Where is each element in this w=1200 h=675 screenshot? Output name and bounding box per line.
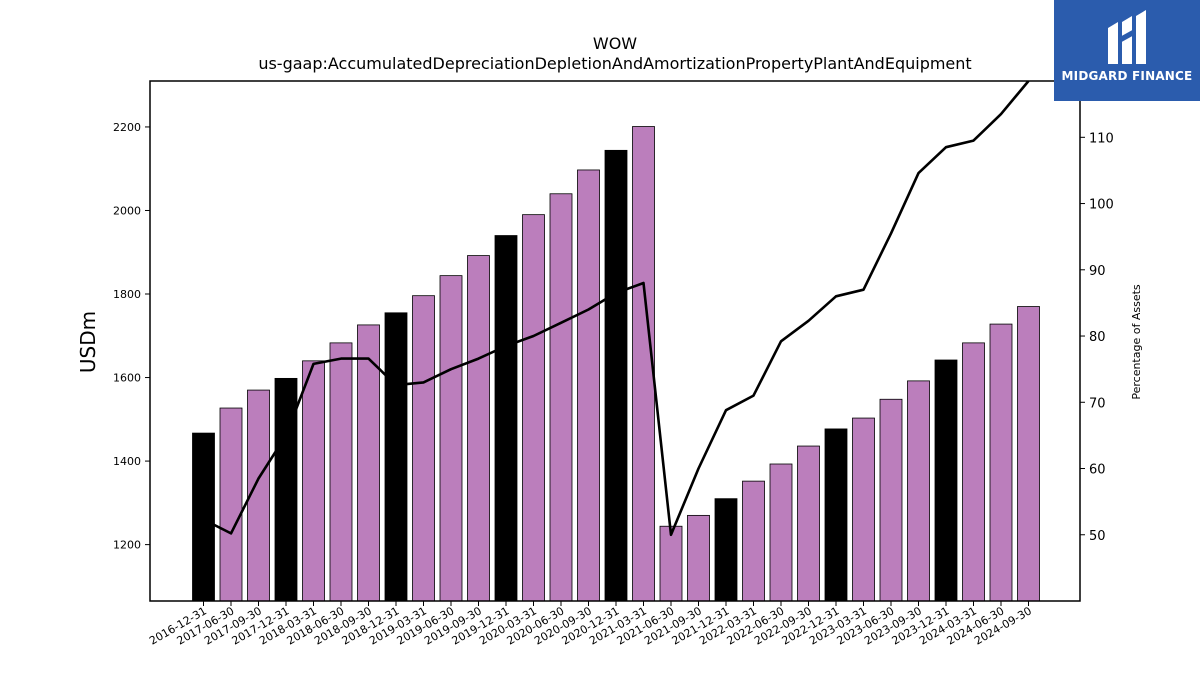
- y2-tick-label: 50: [1089, 529, 1106, 544]
- y2-tick-label: 60: [1089, 463, 1106, 478]
- bar-2022-03-31: [742, 480, 765, 601]
- y2-tick-label: 110: [1089, 131, 1114, 146]
- logo-text: MIDGARD FINANCE: [1061, 69, 1193, 83]
- bar-2022-12-31: [824, 428, 848, 601]
- brand-logo: MIDGARD FINANCE: [1054, 0, 1200, 101]
- y2-tick-label: 100: [1089, 198, 1114, 213]
- bar-2019-06-30: [439, 275, 463, 601]
- bars-layer: [192, 126, 1040, 601]
- bar-2023-09-30: [907, 380, 930, 601]
- bar-2021-06-30: [659, 525, 683, 601]
- y2-tick-label: 90: [1089, 264, 1106, 279]
- bar-2018-03-31: [302, 360, 325, 601]
- y2-tick-label: 70: [1089, 396, 1106, 411]
- bar-2022-06-30: [769, 463, 793, 601]
- bar-2018-12-31: [384, 312, 408, 601]
- bar-2016-12-31: [192, 432, 215, 601]
- bar-2024-03-31: [962, 342, 985, 601]
- bar-2017-12-31: [274, 377, 298, 601]
- bar-2024-09-30: [1017, 306, 1040, 601]
- y-tick-label: 2200: [113, 121, 141, 134]
- y-tick-label: 1400: [113, 455, 141, 468]
- y2-axis-label: Percentage of Assets: [1130, 284, 1143, 400]
- y-tick-label: 1600: [113, 372, 141, 385]
- bar-2023-03-31: [852, 417, 875, 601]
- bar-2019-12-31: [494, 235, 518, 601]
- bar-2018-06-30: [329, 342, 353, 601]
- bar-2019-03-31: [412, 295, 435, 601]
- line-layer: [202, 81, 1030, 537]
- bar-2020-03-31: [522, 214, 545, 601]
- plot-frame: [149, 80, 1081, 602]
- bar-2019-09-30: [467, 255, 490, 601]
- y-tick-label: 1200: [113, 539, 141, 552]
- bar-2021-09-30: [687, 514, 710, 601]
- bar-2021-12-31: [714, 498, 738, 601]
- y-axis-label: USDm: [76, 311, 100, 373]
- bar-2020-09-30: [577, 169, 600, 601]
- bar-2023-12-31: [934, 359, 958, 601]
- bar-2020-12-31: [604, 149, 628, 601]
- chart-subtitle: us-gaap:AccumulatedDepreciationDepletion…: [258, 54, 971, 73]
- bar-2017-06-30: [219, 407, 243, 601]
- percentage-line: [202, 81, 1030, 537]
- y2-tick-label: 80: [1089, 330, 1106, 345]
- bar-2020-06-30: [549, 193, 573, 601]
- bar-2021-03-31: [632, 126, 655, 601]
- y-tick-label: 1800: [113, 288, 141, 301]
- bar-2022-09-30: [797, 445, 820, 601]
- bar-2024-06-30: [989, 323, 1013, 601]
- bar-2023-06-30: [879, 398, 903, 601]
- bar-2018-09-30: [357, 324, 380, 601]
- y-tick-label: 2000: [113, 204, 141, 217]
- logo-mark-icon: [1108, 10, 1146, 64]
- chart-title: WOW: [593, 34, 637, 53]
